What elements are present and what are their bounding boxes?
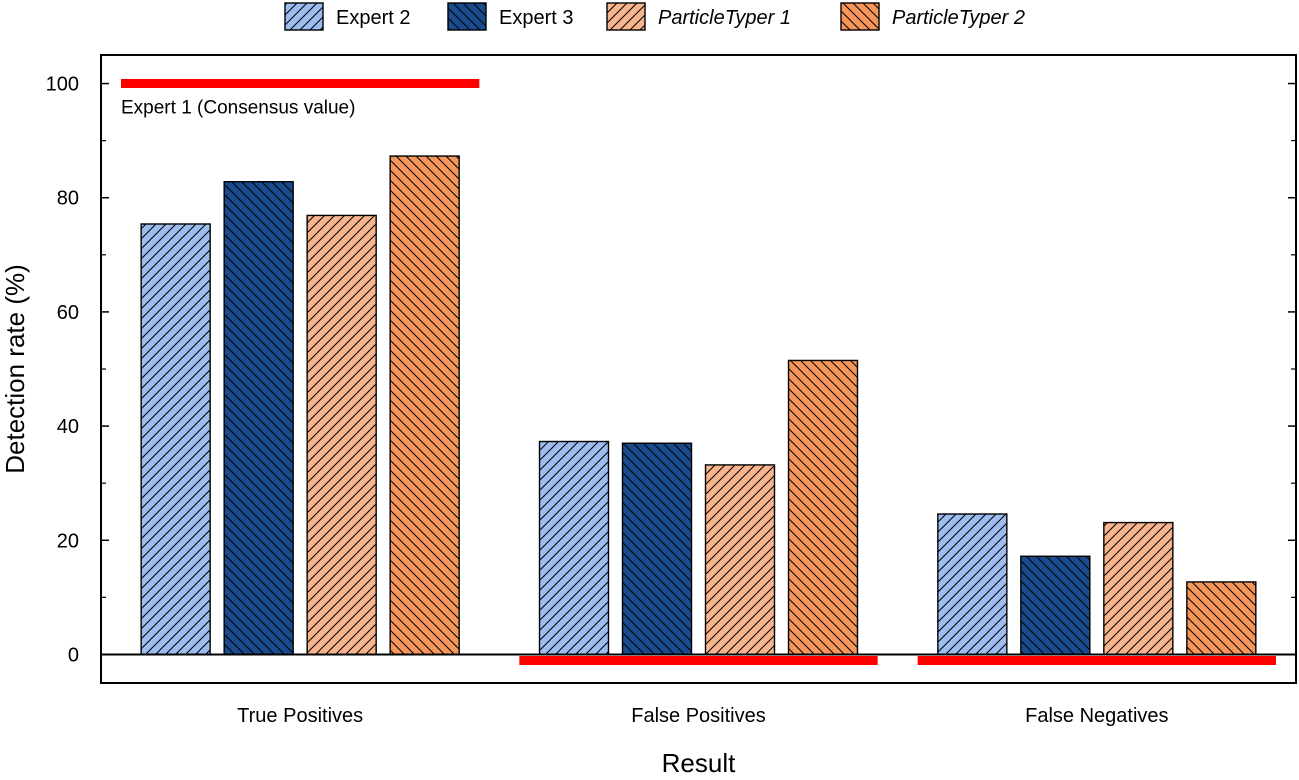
x-category-label: True Positives: [237, 705, 363, 727]
y-axis-title: Detection rate (%): [0, 264, 30, 474]
legend-swatch-expert-3: [447, 2, 487, 31]
bar-particletyper-1-false-negatives: [1103, 521, 1174, 656]
y-tick-label: 0: [68, 644, 79, 666]
y-tick-label: 20: [57, 530, 79, 552]
bar-particletyper-1-true-positives: [306, 214, 377, 656]
legend-label: ParticleTyper 1: [658, 7, 791, 29]
y-tick-label: 40: [57, 416, 79, 438]
bar-expert-2-false-positives: [538, 440, 610, 656]
bar-expert-2-false-negatives: [937, 513, 1008, 656]
bar-expert-3-true-positives: [223, 181, 294, 656]
bar-particletyper-2-false-negatives: [1186, 581, 1257, 656]
y-tick-label: 100: [46, 74, 79, 96]
bar-particletyper-1-false-positives: [704, 464, 776, 656]
legend-label: Expert 3: [499, 7, 573, 29]
bar-expert-3-false-positives: [621, 442, 693, 656]
bar-expert-3-false-negatives: [1020, 555, 1091, 656]
legend-swatch-expert-2: [284, 2, 324, 31]
x-category-label: False Positives: [631, 705, 766, 727]
y-tick-label: 60: [57, 302, 79, 324]
legend-swatch-particletyper-1: [606, 2, 646, 31]
legend-swatch-particletyper-2: [840, 2, 880, 31]
x-category-label: False Negatives: [1025, 705, 1168, 727]
bar-expert-2-true-positives: [140, 223, 211, 656]
x-axis-title: Result: [662, 748, 736, 775]
legend-label: Expert 2: [336, 7, 410, 29]
legend-label: ParticleTyper 2: [892, 7, 1025, 29]
bar-particletyper-2-true-positives: [389, 155, 460, 656]
consensus-annotation: Expert 1 (Consensus value): [121, 98, 355, 119]
bar-particletyper-2-false-positives: [787, 359, 859, 656]
y-tick-label: 80: [57, 188, 79, 210]
